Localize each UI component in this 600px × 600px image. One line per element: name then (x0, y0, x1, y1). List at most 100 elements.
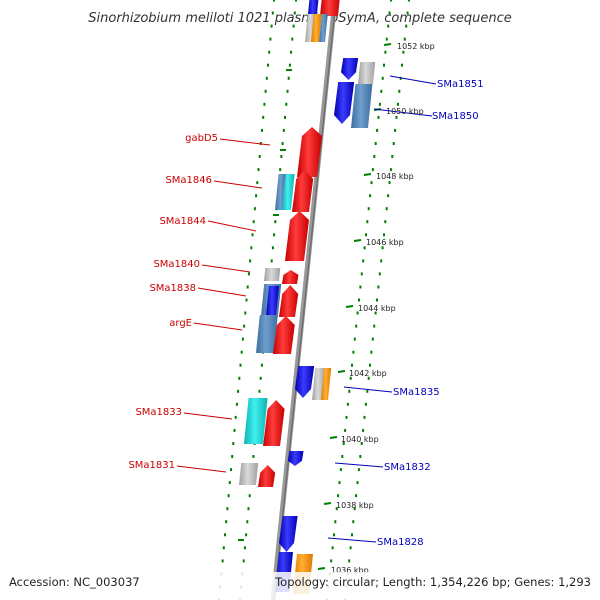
ring-dot-inner-right (339, 468, 342, 472)
ring-dot-outer-right (403, 37, 406, 41)
ring-dot-inner-left (282, 128, 285, 132)
ring-dot-outer-left (253, 207, 256, 211)
ring-dot-inner-left (271, 246, 274, 250)
ring-dot-inner-right (358, 298, 360, 302)
ring-dot-outer-left (247, 272, 250, 276)
label-SMa1833[interactable]: SMa1833 (135, 407, 182, 418)
gene-feature-other (266, 286, 279, 316)
ring-dot-inner-right (387, 24, 390, 28)
ring-dot-outer-left (246, 285, 249, 289)
tick-label-1050: 1050 kbp (386, 107, 424, 116)
gene-feature-other (244, 398, 268, 444)
ring-dot-outer-left (267, 63, 269, 67)
gene-feature-SMa1840 (282, 270, 299, 284)
label-SMa1828[interactable]: SMa1828 (377, 537, 424, 548)
ring-dot-outer-right (369, 363, 371, 367)
label-SMa1831[interactable]: SMa1831 (128, 460, 175, 471)
leader-SMa1850 (373, 108, 433, 117)
major-tick-mark (317, 567, 326, 570)
ring-dot-outer-right (362, 428, 365, 432)
ring-dot-outer-left (250, 246, 253, 250)
gene-feature-SMa1850 (334, 82, 355, 124)
ring-dot-inner-left (247, 507, 250, 511)
label-SMa1844[interactable]: SMa1844 (159, 216, 206, 227)
ring-dot-inner-right (377, 115, 380, 119)
ring-dot-inner-right (365, 233, 367, 237)
gene-feature-SMa1850-b (351, 84, 373, 128)
ring-dot-inner-left (290, 50, 293, 54)
ring-dot-outer-right (406, 11, 409, 15)
ring-dot-outer-right (396, 102, 399, 106)
ring-dot-inner-right (335, 507, 338, 511)
ring-dot-inner-right (362, 259, 365, 263)
ring-dot-outer-left (233, 428, 236, 432)
ring-dot-inner-left (284, 115, 286, 119)
ring-dot-inner-right (380, 89, 383, 93)
ring-dot-inner-right (359, 285, 362, 289)
ring-dot-outer-left (270, 24, 273, 28)
ring-dot-outer-left (249, 259, 252, 263)
ring-dot-outer-left (262, 115, 265, 119)
ring-dot-outer-right (384, 220, 387, 224)
ring-dot-outer-left (257, 168, 260, 172)
ring-dot-outer-right (356, 481, 359, 485)
ring-dot-inner-right (338, 481, 341, 485)
ring-dot-outer-left (230, 468, 232, 472)
ring-dot-outer-right (381, 246, 384, 250)
ring-dot-outer-right (392, 142, 395, 145)
label-SMa1832[interactable]: SMa1832 (384, 462, 431, 473)
ring-dot-outer-left (222, 546, 225, 550)
ring-dot-outer-right (402, 50, 405, 54)
tick-label-1048: 1048 kbp (376, 172, 414, 181)
ring-dot-outer-left (240, 350, 243, 354)
ring-dot-inner-left (287, 76, 290, 80)
gene-feature-forward (320, 0, 340, 16)
label-SMa1850[interactable]: SMa1850 (432, 111, 479, 122)
label-gabD5[interactable]: gabD5 (185, 133, 218, 144)
ring-dot-inner-left (246, 520, 249, 524)
ring-dot-inner-right (366, 220, 369, 224)
label-SMa1846[interactable]: SMa1846 (165, 175, 212, 186)
ring-dot-outer-right (355, 494, 358, 498)
gene-feature-SMa1832 (288, 451, 304, 466)
ring-dot-outer-left (268, 50, 271, 54)
ring-dot-outer-left (261, 128, 263, 132)
ring-dot-outer-right (359, 455, 362, 458)
gene-feature-SMa1831 (258, 465, 276, 487)
label-SMa1851[interactable]: SMa1851 (437, 79, 484, 90)
ring-dot-outer-left (239, 363, 242, 367)
leader-SMa1844 (207, 220, 257, 232)
ring-dot-outer-right (383, 233, 385, 237)
major-tick-mark (329, 436, 338, 439)
ring-dot-inner-left (281, 142, 284, 145)
ring-dot-inner-right (373, 155, 376, 158)
ring-dot-outer-right (408, 0, 410, 2)
ring-dot-inner-left (258, 389, 261, 393)
ring-dot-inner-right (346, 402, 349, 406)
ring-dot-outer-right (385, 207, 388, 211)
ring-dot-inner-right (344, 428, 347, 432)
ring-dot-outer-left (255, 194, 258, 198)
ring-dot-outer-right (363, 415, 366, 419)
leader-SMa1851 (389, 75, 437, 85)
ring-dot-inner-right (349, 376, 352, 380)
ring-dot-inner-right (353, 337, 356, 341)
ring-dot-outer-right (366, 389, 369, 393)
label-SMa1835[interactable]: SMa1835 (393, 387, 440, 398)
gene-feature-SMa1828 (279, 516, 298, 552)
ring-dot-outer-left (269, 37, 272, 41)
ring-dot-outer-right (391, 155, 394, 158)
ring-dot-outer-right (353, 507, 356, 511)
label-argE[interactable]: argE (169, 318, 192, 329)
ring-dot-outer-right (371, 337, 374, 341)
ring-dot-outer-right (349, 546, 352, 550)
ring-dot-outer-right (364, 402, 367, 406)
ring-dot-inner-left (242, 559, 245, 563)
ring-dot-outer-left (224, 533, 226, 537)
label-SMa1840[interactable]: SMa1840 (153, 259, 200, 270)
ring-dot-outer-left (241, 337, 244, 341)
gene-feature-SMa1840-b (264, 268, 281, 281)
ring-dot-outer-right (398, 89, 401, 93)
label-SMa1838[interactable]: SMa1838 (149, 283, 196, 294)
ring-dot-inner-left (274, 220, 277, 224)
